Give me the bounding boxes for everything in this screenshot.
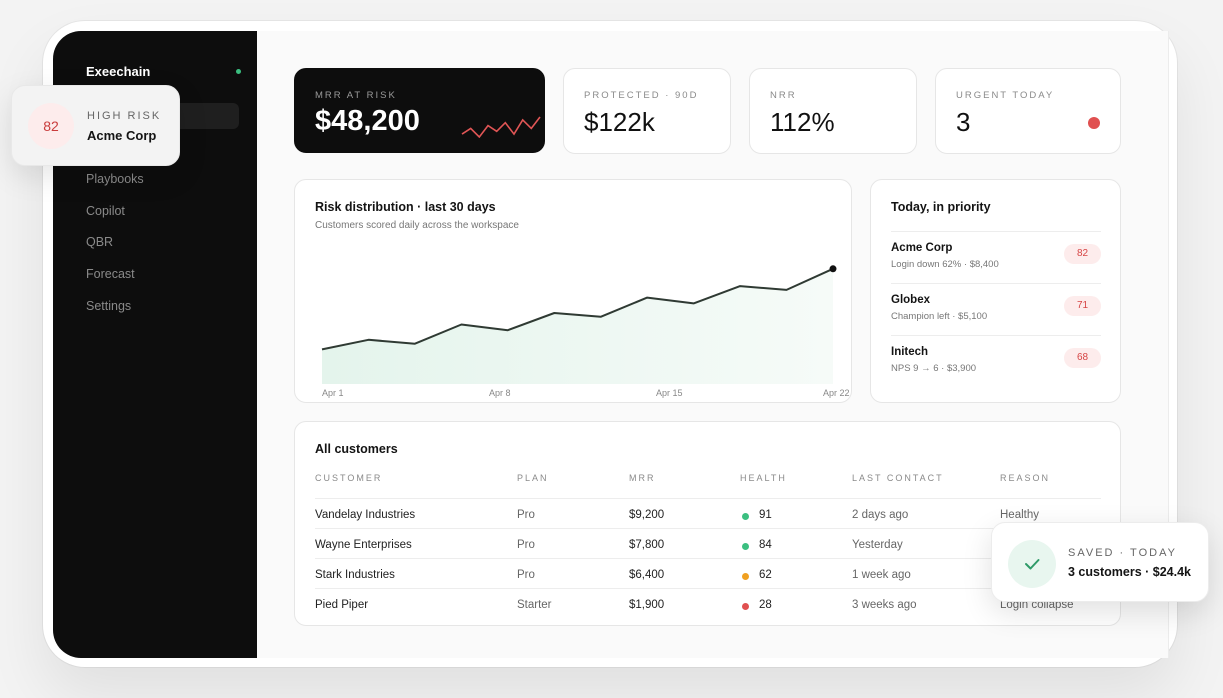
sparkline-line <box>461 116 541 138</box>
risk-score-badge: 71 <box>1064 296 1101 316</box>
risk-chart-card: Risk distribution · last 30 days Custome… <box>294 179 852 403</box>
kpi-value: $122k <box>584 107 655 137</box>
kpi-value: 3 <box>956 107 971 137</box>
cell-mrr: $1,900 <box>629 599 665 611</box>
table-title: All customers <box>315 442 398 456</box>
risk-area-fill <box>322 268 833 384</box>
kpi-label: NRR <box>770 90 797 101</box>
priority-item[interactable]: Initech NPS 9 → 6 · $3,900 68 <box>891 335 1101 387</box>
priority-name: Acme Corp <box>891 242 953 254</box>
risk-score-badge: 68 <box>1064 348 1101 368</box>
x-tick-label: Apr 22 <box>823 388 850 398</box>
cell-customer: Pied Piper <box>315 599 369 611</box>
x-tick-label: Apr 15 <box>656 388 683 398</box>
table-row[interactable]: Wayne Enterprises Pro $7,800 84 Yesterda… <box>315 528 1101 558</box>
x-tick-label: Apr 1 <box>322 388 344 398</box>
sparkline <box>461 116 541 138</box>
priority-name: Initech <box>891 346 929 358</box>
kpi-nrr[interactable]: NRR 112% <box>749 68 917 154</box>
chart-subtitle: Customers scored daily across the worksp… <box>315 220 519 231</box>
health-dot <box>742 603 749 610</box>
cell-health: 62 <box>759 569 772 581</box>
cell-plan: Starter <box>517 599 552 611</box>
saved-value: 3 customers · $24.4k <box>1068 565 1191 579</box>
saved-today-popup[interactable]: SAVED · TODAY 3 customers · $24.4k <box>991 522 1209 602</box>
table-row[interactable]: Vandelay Industries Pro $9,200 91 2 days… <box>315 498 1101 528</box>
health-dot <box>742 543 749 550</box>
cell-reason: Healthy <box>1000 509 1039 521</box>
high-risk-popup[interactable]: 82 HIGH RISK Acme Corp <box>11 85 180 166</box>
priority-item[interactable]: Globex Champion left · $5,100 71 <box>891 283 1101 335</box>
urgent-dot <box>1088 117 1100 129</box>
cell-plan: Pro <box>517 569 535 581</box>
risk-score-badge: 82 <box>1064 244 1101 264</box>
sidebar-item-copilot[interactable]: Copilot <box>86 204 125 218</box>
table-row[interactable]: Pied Piper Starter $1,900 28 3 weeks ago… <box>315 588 1101 618</box>
status-dot <box>236 69 241 74</box>
cell-last-contact: 2 days ago <box>852 509 909 521</box>
risk-label: HIGH RISK <box>87 110 162 122</box>
kpi-protected[interactable]: PROTECTED · 90D $122k <box>563 68 731 154</box>
risk-endpoint-marker[interactable] <box>829 265 837 273</box>
kpi-label: URGENT TODAY <box>956 90 1055 101</box>
health-dot <box>742 573 749 580</box>
kpi-value: $48,200 <box>315 105 420 137</box>
cell-last-contact: 1 week ago <box>852 569 911 581</box>
cell-health: 91 <box>759 509 772 521</box>
column-header[interactable]: REASON <box>1000 473 1051 483</box>
kpi-value: 112% <box>770 107 835 137</box>
x-tick-label: Apr 8 <box>489 388 511 398</box>
sidebar-item-settings[interactable]: Settings <box>86 299 132 313</box>
cell-customer: Vandelay Industries <box>315 509 416 521</box>
column-header[interactable]: CUSTOMER <box>315 473 383 483</box>
cell-health: 28 <box>759 599 772 611</box>
health-dot <box>742 513 749 520</box>
kpi-label: PROTECTED · 90D <box>584 90 699 101</box>
priority-title: Today, in priority <box>891 200 991 214</box>
cell-mrr: $7,800 <box>629 539 665 551</box>
brand-name: Exeechain <box>86 64 151 79</box>
column-header[interactable]: LAST CONTACT <box>852 473 944 483</box>
column-header[interactable]: MRR <box>629 473 656 483</box>
priority-name: Globex <box>891 294 930 306</box>
check-icon <box>1008 540 1056 588</box>
column-header[interactable]: PLAN <box>517 473 549 483</box>
priority-detail: Champion left · $5,100 <box>891 311 988 322</box>
priority-detail: Login down 62% · $8,400 <box>891 259 999 270</box>
cell-mrr: $6,400 <box>629 569 665 581</box>
priority-detail: NPS 9 → 6 · $3,900 <box>891 363 977 374</box>
cell-reason: Login collapse <box>1000 599 1074 611</box>
cell-last-contact: Yesterday <box>852 539 903 551</box>
sidebar-item-forecast[interactable]: Forecast <box>86 267 135 281</box>
risk-customer-name: Acme Corp <box>87 128 157 143</box>
risk-area-chart <box>321 265 837 384</box>
column-header[interactable]: HEALTH <box>740 473 787 483</box>
kpi-urgent-today[interactable]: URGENT TODAY 3 <box>935 68 1121 154</box>
customers-card: All customers CUSTOMER PLAN MRR HEALTH L… <box>294 421 1121 626</box>
risk-series-line <box>321 267 834 351</box>
cell-customer: Stark Industries <box>315 569 395 581</box>
app-screen: Exeechain Playbooks Copilot QBR Forecast… <box>53 31 1169 658</box>
cell-last-contact: 3 weeks ago <box>852 599 917 611</box>
table-row[interactable]: Stark Industries Pro $6,400 62 1 week ag… <box>315 558 1101 588</box>
cell-customer: Wayne Enterprises <box>315 539 412 551</box>
priority-item[interactable]: Acme Corp Login down 62% · $8,400 82 <box>891 231 1101 283</box>
sidebar-item-playbooks[interactable]: Playbooks <box>86 172 144 186</box>
cell-mrr: $9,200 <box>629 509 665 521</box>
kpi-mrr-at-risk[interactable]: MRR AT RISK $48,200 <box>294 68 545 153</box>
cell-plan: Pro <box>517 539 535 551</box>
priority-card: Today, in priority Acme Corp Login down … <box>870 179 1121 403</box>
sidebar-item-qbr[interactable]: QBR <box>86 235 114 249</box>
risk-score-circle: 82 <box>28 103 74 149</box>
saved-label: SAVED · TODAY <box>1068 547 1177 559</box>
chart-title: Risk distribution · last 30 days <box>315 200 496 214</box>
kpi-label: MRR AT RISK <box>315 90 397 101</box>
cell-health: 84 <box>759 539 772 551</box>
cell-plan: Pro <box>517 509 535 521</box>
